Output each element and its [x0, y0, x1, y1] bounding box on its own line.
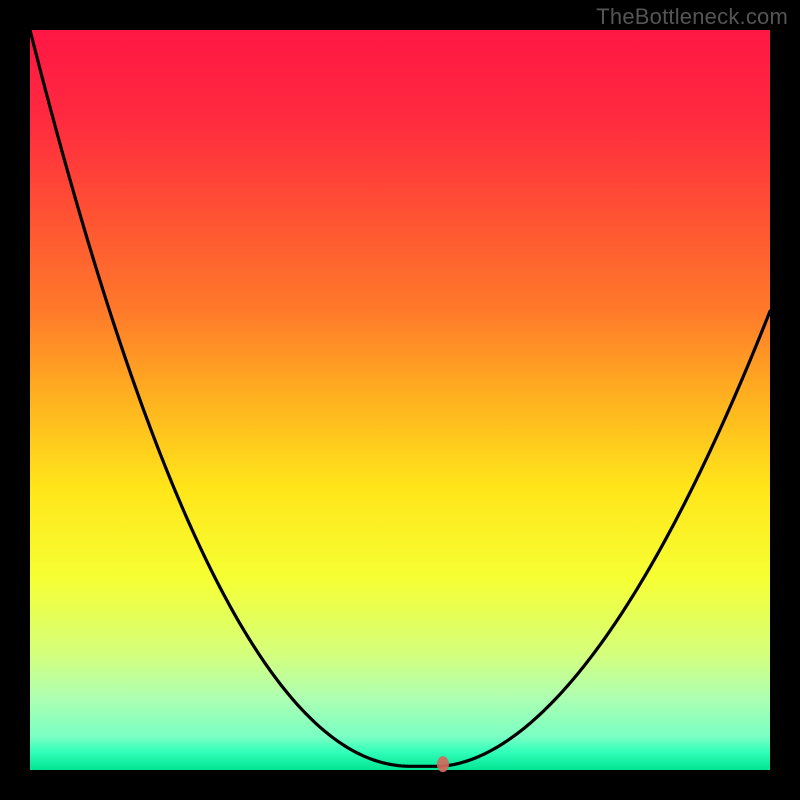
watermark-text: TheBottleneck.com: [596, 4, 788, 30]
vertex-marker: [437, 756, 449, 772]
chart-canvas: [0, 0, 800, 800]
